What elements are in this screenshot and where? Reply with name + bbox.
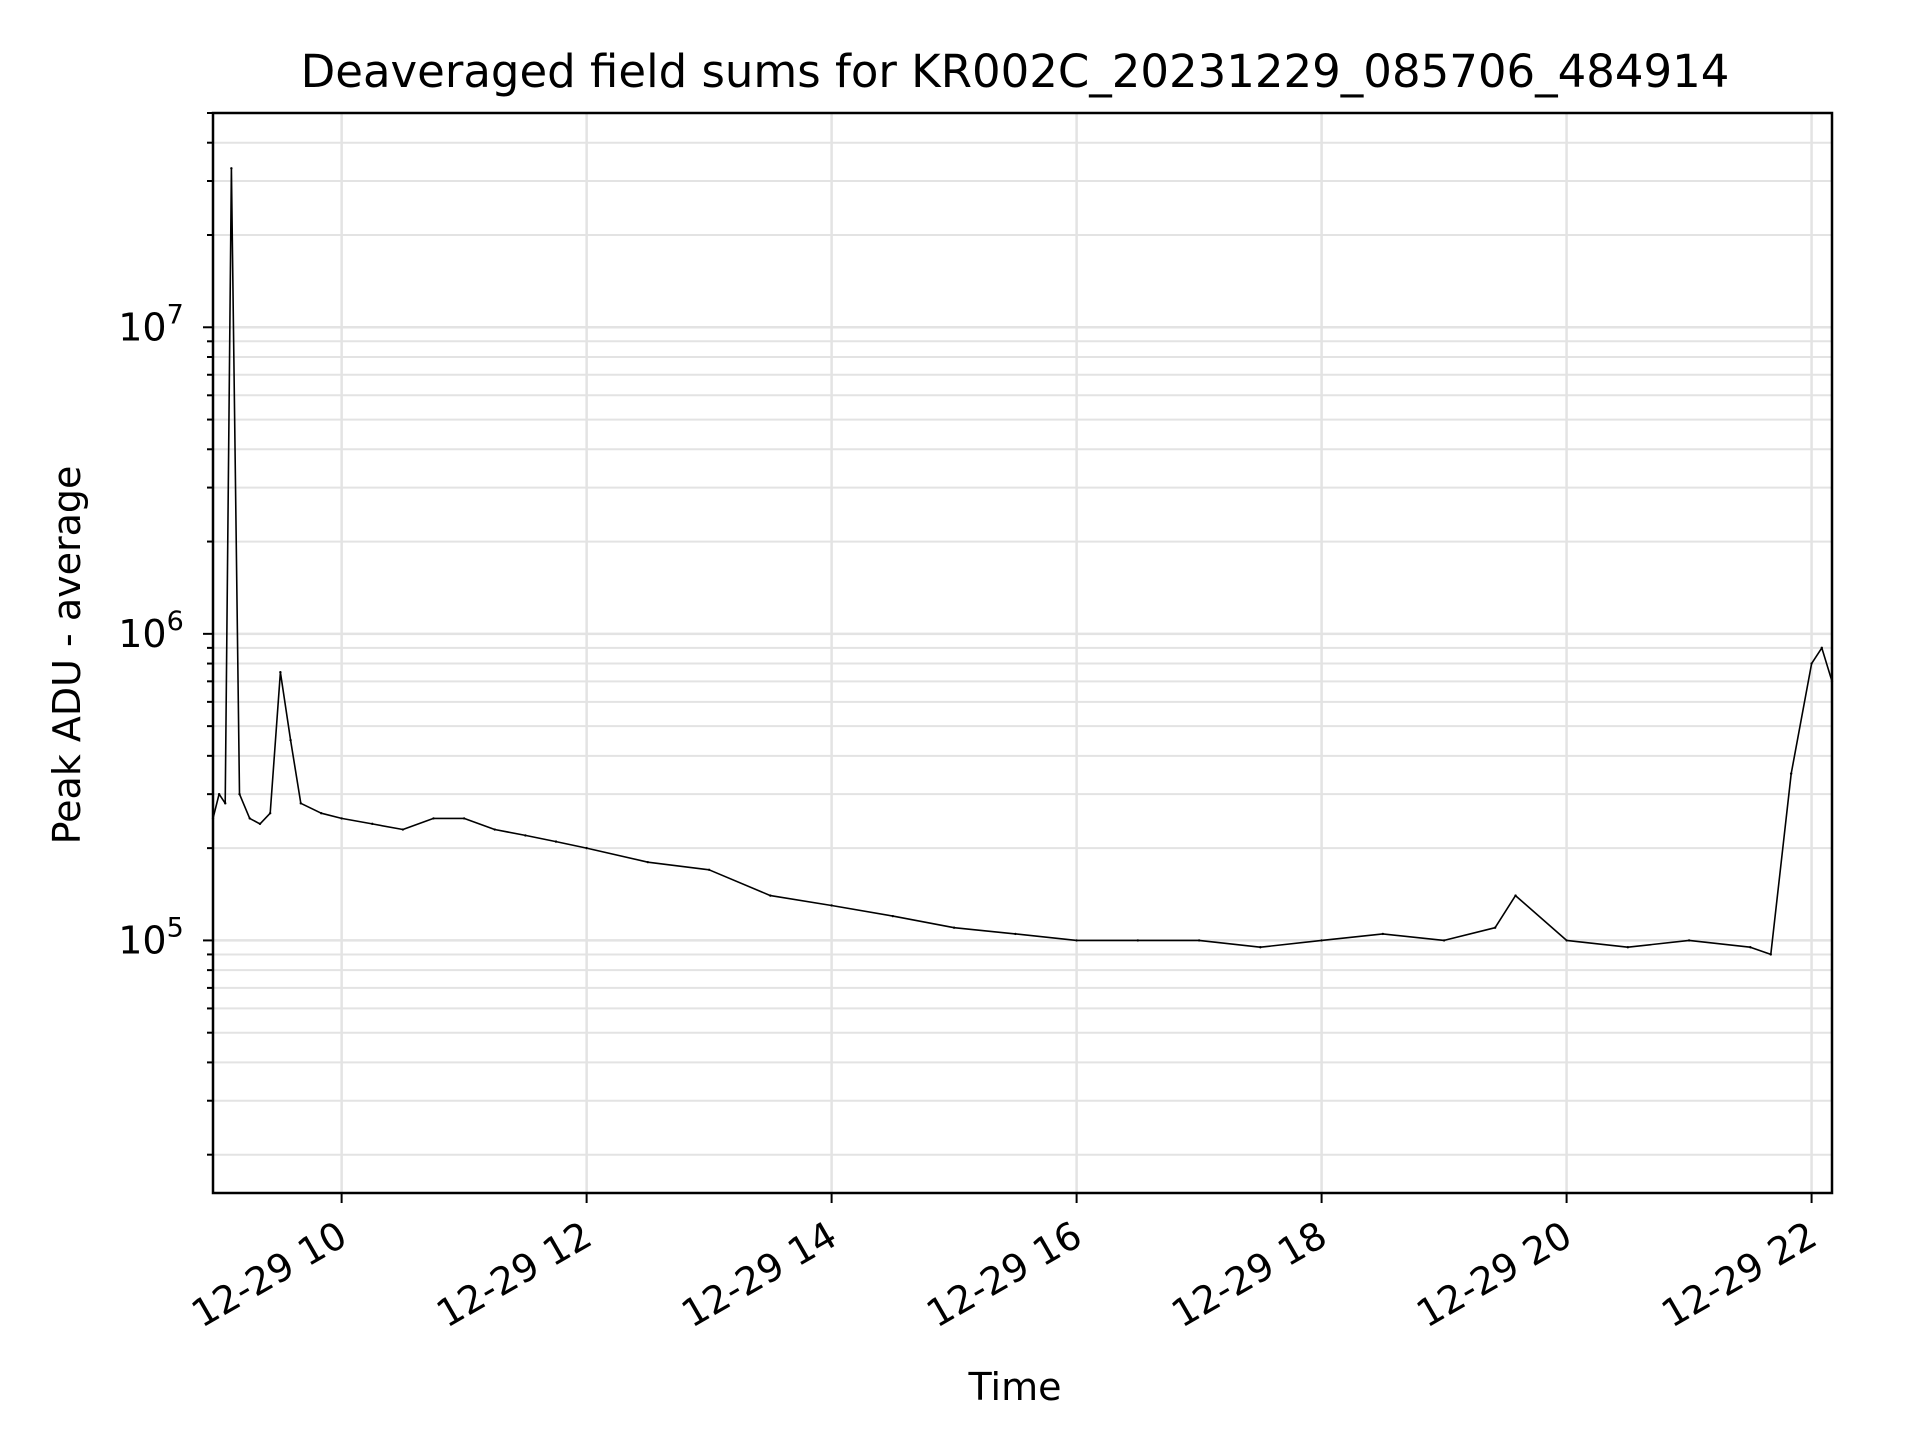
data-point: [891, 914, 895, 918]
x-axis: 12-29 10 12-29 12 12-29 14 12-29 16 12-29 18…: [184, 1193, 1824, 1336]
data-point: [1197, 939, 1201, 942]
x-tick-label: 12-29 16: [919, 1213, 1089, 1337]
data-point: [1493, 926, 1497, 929]
y-tick-label: 105: [118, 912, 184, 962]
chart-title: Deaveraged field sums for KR002C_2023122…: [301, 45, 1730, 98]
data-point: [1789, 772, 1793, 775]
grid: [213, 112, 1832, 1193]
data-point: [224, 802, 227, 805]
y-tick-exponent: 6: [167, 606, 184, 637]
data-point: [289, 738, 292, 742]
x-tick-label: 12-29 12: [429, 1213, 599, 1337]
data-point: [1136, 939, 1140, 942]
data-point: [320, 811, 323, 815]
y-tick-label: 106: [118, 606, 184, 656]
y-tick-label: 107: [118, 299, 184, 349]
data-point: [230, 167, 233, 170]
data-point: [1687, 939, 1691, 942]
data-point: [646, 860, 650, 864]
x-tick-label: 12-29 10: [184, 1213, 354, 1337]
data-point: [585, 846, 588, 850]
data-point: [1320, 939, 1323, 942]
plot-frame: [211, 111, 1834, 1195]
series-line: [212, 167, 1833, 956]
data-point: [217, 792, 221, 796]
x-tick-label: 12-29 22: [1654, 1213, 1824, 1337]
y-axis-label: Peak ADU - average: [45, 466, 89, 845]
data-point: [1381, 932, 1385, 936]
data-point: [1810, 662, 1813, 665]
x-tick-label: 12-29 20: [1409, 1213, 1579, 1337]
data-point: [1769, 953, 1772, 956]
data-series: [211, 167, 1834, 956]
data-point: [707, 868, 711, 871]
data-point: [952, 926, 956, 929]
y-axis: 105 106 107: [118, 112, 213, 1156]
data-point: [299, 802, 302, 805]
data-point: [1075, 939, 1078, 942]
data-point: [238, 792, 241, 796]
data-point: [340, 817, 343, 820]
data-point: [268, 811, 272, 815]
x-axis-label: Time: [968, 1365, 1062, 1409]
data-point: [432, 817, 435, 820]
y-tick-exponent: 7: [167, 299, 184, 330]
data-point: [248, 817, 251, 820]
data-point: [1626, 946, 1630, 949]
data-point: [371, 822, 374, 826]
data-point: [1259, 946, 1262, 949]
data-point: [769, 894, 772, 897]
data-point: [279, 670, 282, 674]
data-point: [258, 822, 262, 826]
data-point: [493, 828, 496, 831]
x-tick-label: 12-29 18: [1164, 1213, 1334, 1337]
data-point: [1514, 894, 1517, 897]
data-point: [1565, 939, 1568, 942]
data-point: [1442, 939, 1446, 942]
data-point: [1820, 646, 1823, 650]
y-tick-exponent: 5: [167, 912, 184, 943]
x-tick-label: 12-29 14: [674, 1213, 844, 1337]
data-point: [1014, 932, 1017, 936]
data-point: [401, 828, 405, 831]
data-point: [554, 840, 558, 843]
data-point: [524, 834, 527, 837]
data-point: [1749, 946, 1752, 949]
data-point: [830, 904, 833, 907]
data-point: [462, 817, 466, 820]
